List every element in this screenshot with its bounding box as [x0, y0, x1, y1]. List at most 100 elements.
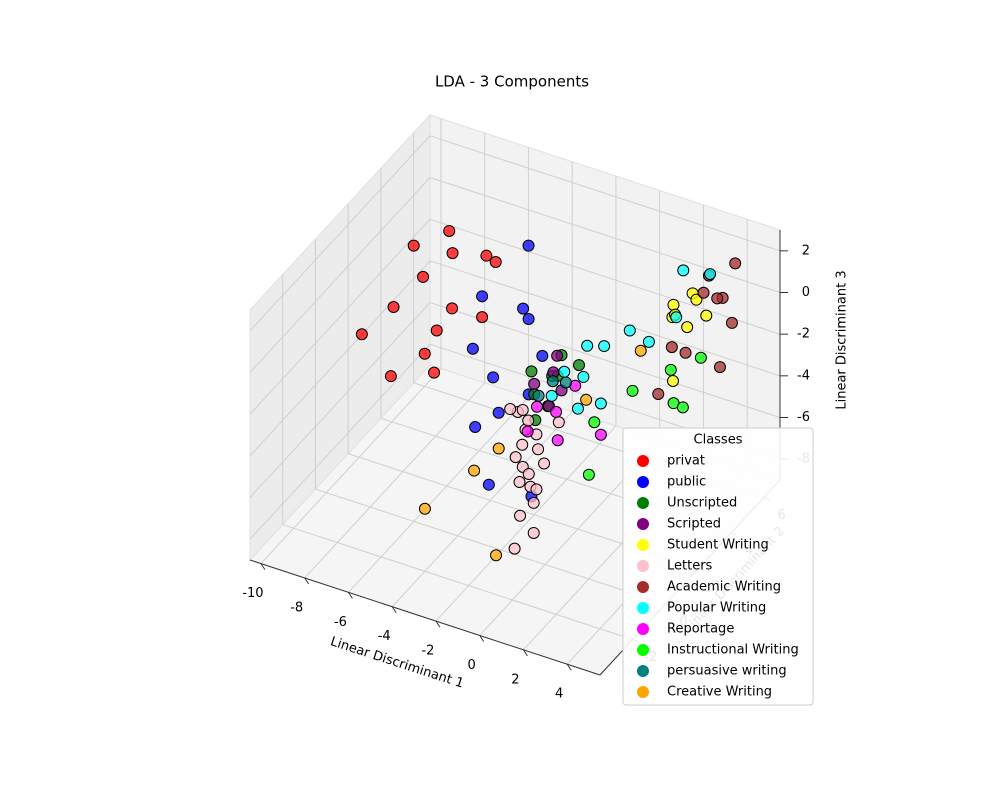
point	[667, 298, 680, 311]
grid-line	[315, 488, 666, 605]
point	[623, 324, 636, 337]
point	[634, 344, 647, 357]
grid-line	[249, 135, 431, 332]
point	[407, 239, 420, 252]
legend-label: Creative Writing	[667, 685, 772, 700]
z-tick-label: 0	[802, 285, 810, 300]
point	[594, 397, 607, 410]
legend-marker	[637, 665, 649, 677]
tick-mark	[479, 635, 485, 642]
point	[430, 324, 443, 337]
point	[725, 316, 738, 329]
legend-marker	[637, 686, 649, 698]
legend-label: privat	[667, 454, 705, 469]
x-tick-label: -4	[378, 629, 391, 644]
point	[545, 389, 558, 402]
point	[525, 365, 538, 378]
point	[387, 300, 400, 313]
z-tick-label: -2	[797, 327, 810, 342]
point	[690, 293, 703, 306]
legend-label: Student Writing	[667, 538, 769, 553]
x-tick-label: 4	[555, 687, 563, 702]
point	[528, 377, 541, 390]
grid-line	[249, 343, 431, 540]
z-axis-label: Linear Discriminant 3	[835, 270, 850, 409]
point	[492, 406, 505, 419]
point	[418, 347, 431, 360]
legend-title: Classes	[694, 433, 743, 448]
point	[550, 405, 563, 418]
point	[538, 457, 551, 470]
grid-line	[249, 302, 431, 498]
point	[713, 361, 726, 374]
x-tick-label: -6	[334, 615, 347, 630]
legend-marker	[637, 581, 649, 593]
grid-line	[282, 524, 633, 641]
point	[677, 264, 690, 277]
point	[551, 434, 564, 447]
legend-marker	[637, 602, 649, 614]
point	[704, 268, 717, 281]
legend-label: Unscripted	[667, 496, 737, 511]
point	[665, 341, 678, 354]
point	[522, 414, 535, 427]
legend-marker	[637, 518, 649, 530]
point	[559, 376, 572, 389]
point	[428, 366, 441, 379]
point	[476, 311, 489, 324]
legend-marker	[637, 560, 649, 572]
point	[681, 321, 694, 334]
point	[530, 400, 543, 413]
point	[466, 342, 479, 355]
point	[443, 224, 456, 237]
point	[697, 286, 710, 299]
point	[546, 375, 559, 388]
point	[527, 496, 540, 509]
point	[552, 416, 565, 429]
point	[676, 401, 689, 414]
point	[626, 384, 639, 397]
x-tick-label: 0	[468, 658, 476, 673]
point	[476, 290, 489, 303]
tick-mark	[260, 563, 266, 570]
z-tick-label: -4	[797, 368, 810, 383]
legend-marker	[637, 623, 649, 635]
legend-marker	[637, 644, 649, 656]
x-tick-label: -8	[290, 600, 303, 615]
point	[532, 389, 545, 402]
grid-line	[304, 382, 486, 579]
legend-label: Instructional Writing	[667, 643, 799, 658]
grid-line	[429, 177, 781, 293]
grid-line	[429, 260, 781, 377]
point	[468, 464, 481, 477]
point	[588, 416, 601, 429]
point	[711, 292, 724, 305]
x-tick-label: -2	[421, 644, 434, 659]
grid-line	[429, 218, 781, 335]
point	[418, 502, 431, 515]
z-tick-label: -6	[797, 410, 810, 425]
point	[489, 255, 502, 268]
point	[522, 239, 535, 252]
point	[522, 467, 535, 480]
legend-label: Academic Writing	[667, 580, 781, 595]
points	[355, 224, 742, 562]
point	[666, 375, 679, 388]
legend-label: persuasive writing	[667, 664, 787, 679]
point	[729, 257, 742, 270]
point	[577, 370, 590, 383]
point	[530, 483, 543, 496]
grid-line	[391, 411, 573, 608]
chart-title: LDA - 3 Components	[435, 73, 589, 91]
point	[482, 478, 495, 491]
tick-mark	[304, 577, 310, 585]
point	[490, 549, 503, 562]
legend-marker	[637, 539, 649, 551]
legend-label: Reportage	[667, 622, 734, 637]
z-tick-label: 2	[802, 243, 810, 258]
x-axis-label: Linear Discriminant 1	[328, 634, 465, 691]
point	[514, 509, 527, 522]
point	[551, 349, 564, 362]
grid-line	[429, 135, 781, 252]
tick-mark	[435, 620, 441, 628]
